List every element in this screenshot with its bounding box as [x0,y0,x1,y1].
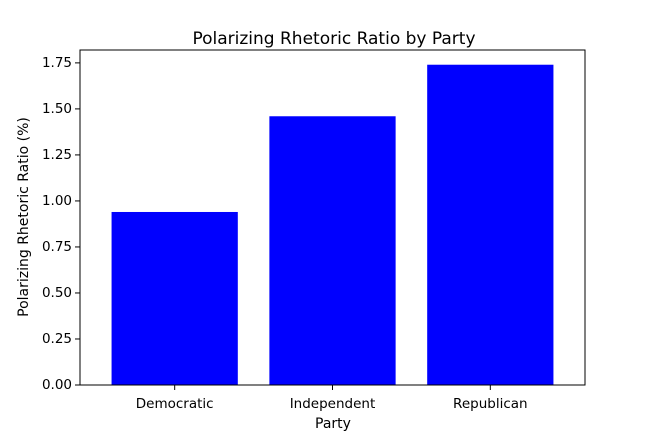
y-tick-label: 0.25 [42,331,72,347]
x-tick-label: Independent [290,396,376,412]
bar-republican [427,64,554,385]
chart-title: Polarizing Rhetoric Ratio by Party [192,29,475,49]
y-tick-label: 0.50 [42,285,72,301]
plot-frame [79,49,586,386]
x-axis-label: Party [315,416,351,432]
x-tick-label: Republican [453,396,528,412]
y-tick-label: 1.25 [42,147,72,163]
y-axis-label: Polarizing Rhetoric Ratio (%) [16,117,32,317]
bar-democratic [111,211,238,385]
bars-group [111,64,554,385]
x-tick-label: Democratic [136,396,214,412]
y-tick-label: 1.00 [42,193,72,209]
y-tick-label: 0.75 [42,239,72,255]
x-axis-ticks: Democratic Independent Republican [136,385,528,412]
y-tick-label: 0.00 [42,377,72,393]
y-tick-label: 1.75 [42,55,72,71]
y-axis-ticks: 0.00 0.25 0.50 0.75 1.00 1.25 1.50 1.75 [42,55,80,393]
bar-independent [269,116,396,385]
y-tick-label: 1.50 [42,101,72,117]
